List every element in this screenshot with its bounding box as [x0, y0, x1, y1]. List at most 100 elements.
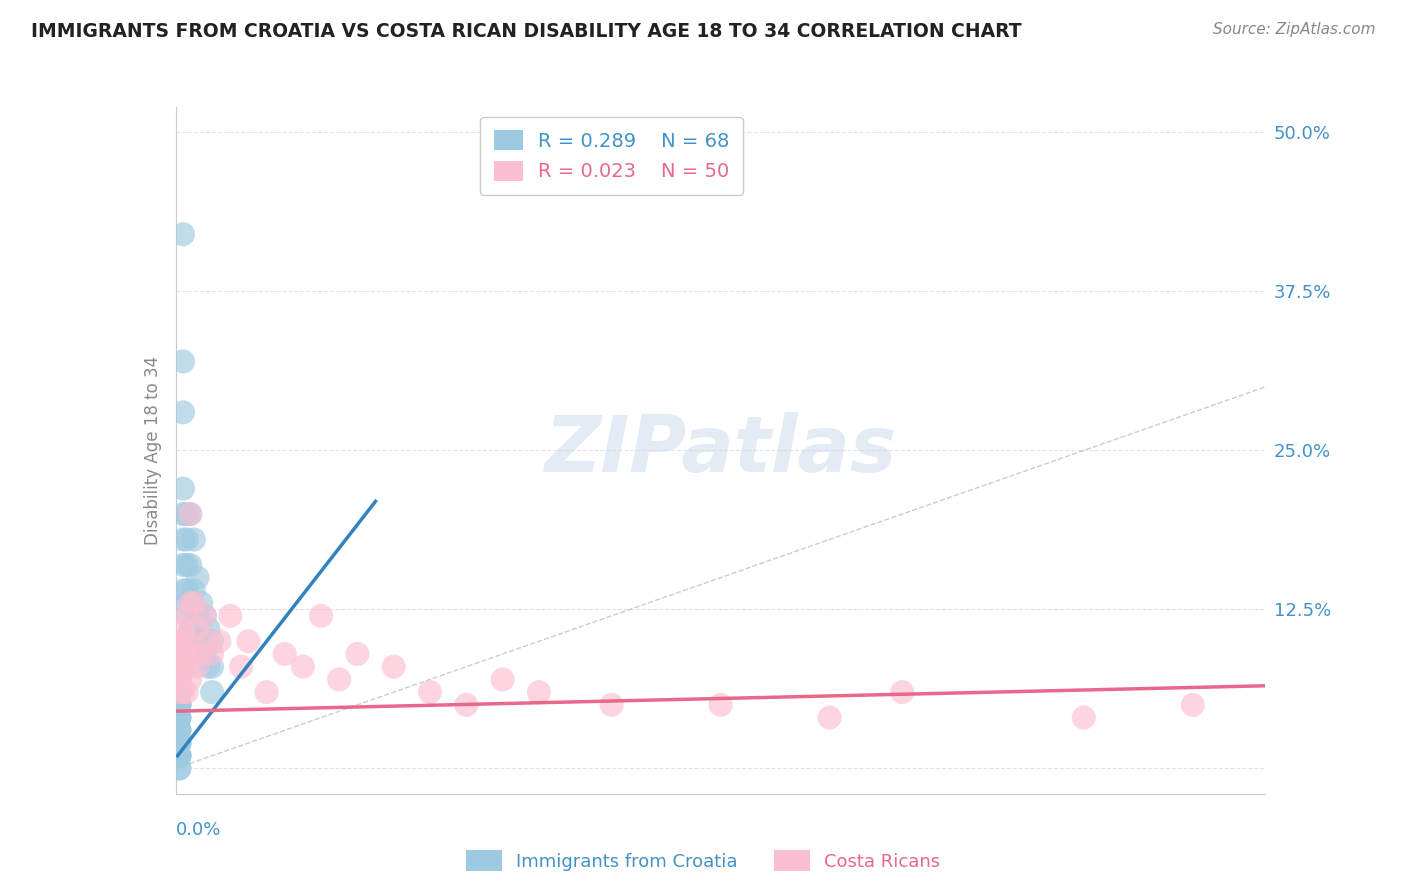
Point: [169, 673, 191, 687]
Point: [172, 227, 194, 242]
Text: Source: ZipAtlas.com: Source: ZipAtlas.com: [1212, 22, 1375, 37]
Point: [169, 647, 191, 661]
Point: [172, 482, 194, 496]
Point: [172, 558, 194, 572]
Point: [172, 647, 194, 661]
Point: [183, 533, 205, 547]
Point: [169, 736, 191, 750]
Point: [169, 659, 191, 673]
Point: [169, 673, 191, 687]
Point: [176, 596, 198, 610]
Point: [419, 685, 441, 699]
Point: [309, 608, 332, 623]
Point: [176, 558, 198, 572]
Point: [172, 659, 194, 673]
Point: [186, 659, 209, 673]
Point: [201, 659, 224, 673]
Point: [186, 571, 209, 585]
Point: [176, 583, 198, 598]
Point: [169, 710, 191, 724]
Point: [194, 608, 217, 623]
Point: [197, 622, 219, 636]
Point: [169, 698, 191, 712]
Point: [169, 685, 191, 699]
Point: [186, 647, 209, 661]
Point: [527, 685, 550, 699]
Point: [208, 634, 231, 648]
Point: [176, 634, 198, 648]
Text: IMMIGRANTS FROM CROATIA VS COSTA RICAN DISABILITY AGE 18 TO 34 CORRELATION CHART: IMMIGRANTS FROM CROATIA VS COSTA RICAN D…: [31, 22, 1022, 41]
Point: [176, 647, 198, 661]
Point: [169, 647, 191, 661]
Point: [179, 673, 201, 687]
Legend: Immigrants from Croatia, Costa Ricans: Immigrants from Croatia, Costa Ricans: [458, 843, 948, 879]
Point: [169, 634, 191, 648]
Point: [169, 710, 191, 724]
Point: [172, 354, 194, 368]
Point: [172, 533, 194, 547]
Point: [169, 736, 191, 750]
Point: [176, 533, 198, 547]
Point: [169, 698, 191, 712]
Point: [186, 622, 209, 636]
Point: [183, 596, 205, 610]
Point: [219, 608, 242, 623]
Point: [179, 507, 201, 521]
Point: [169, 723, 191, 738]
Point: [176, 659, 198, 673]
Point: [169, 685, 191, 699]
Point: [190, 596, 212, 610]
Point: [176, 685, 198, 699]
Point: [169, 685, 191, 699]
Point: [179, 558, 201, 572]
Point: [231, 659, 253, 673]
Y-axis label: Disability Age 18 to 34: Disability Age 18 to 34: [143, 356, 162, 545]
Point: [183, 647, 205, 661]
Point: [169, 673, 191, 687]
Point: [179, 622, 201, 636]
Point: [172, 634, 194, 648]
Point: [169, 710, 191, 724]
Point: [492, 673, 515, 687]
Point: [183, 622, 205, 636]
Point: [169, 748, 191, 763]
Point: [179, 647, 201, 661]
Point: [169, 761, 191, 775]
Point: [201, 634, 224, 648]
Point: [179, 507, 201, 521]
Point: [256, 685, 278, 699]
Point: [172, 685, 194, 699]
Point: [238, 634, 260, 648]
Point: [186, 608, 209, 623]
Point: [274, 647, 297, 661]
Point: [456, 698, 478, 712]
Point: [169, 748, 191, 763]
Point: [382, 659, 405, 673]
Point: [176, 608, 198, 623]
Point: [169, 634, 191, 648]
Point: [169, 748, 191, 763]
Point: [169, 698, 191, 712]
Point: [710, 698, 733, 712]
Point: [197, 659, 219, 673]
Legend: R = 0.289    N = 68, R = 0.023    N = 50: R = 0.289 N = 68, R = 0.023 N = 50: [479, 117, 744, 194]
Point: [169, 736, 191, 750]
Point: [172, 405, 194, 419]
Point: [169, 698, 191, 712]
Point: [179, 596, 201, 610]
Point: [201, 647, 224, 661]
Point: [1073, 710, 1095, 724]
Point: [172, 622, 194, 636]
Point: [169, 673, 191, 687]
Point: [169, 673, 191, 687]
Point: [176, 634, 198, 648]
Point: [328, 673, 350, 687]
Point: [169, 736, 191, 750]
Point: [169, 659, 191, 673]
Point: [169, 685, 191, 699]
Point: [172, 507, 194, 521]
Point: [183, 647, 205, 661]
Point: [197, 634, 219, 648]
Point: [346, 647, 368, 661]
Point: [179, 596, 201, 610]
